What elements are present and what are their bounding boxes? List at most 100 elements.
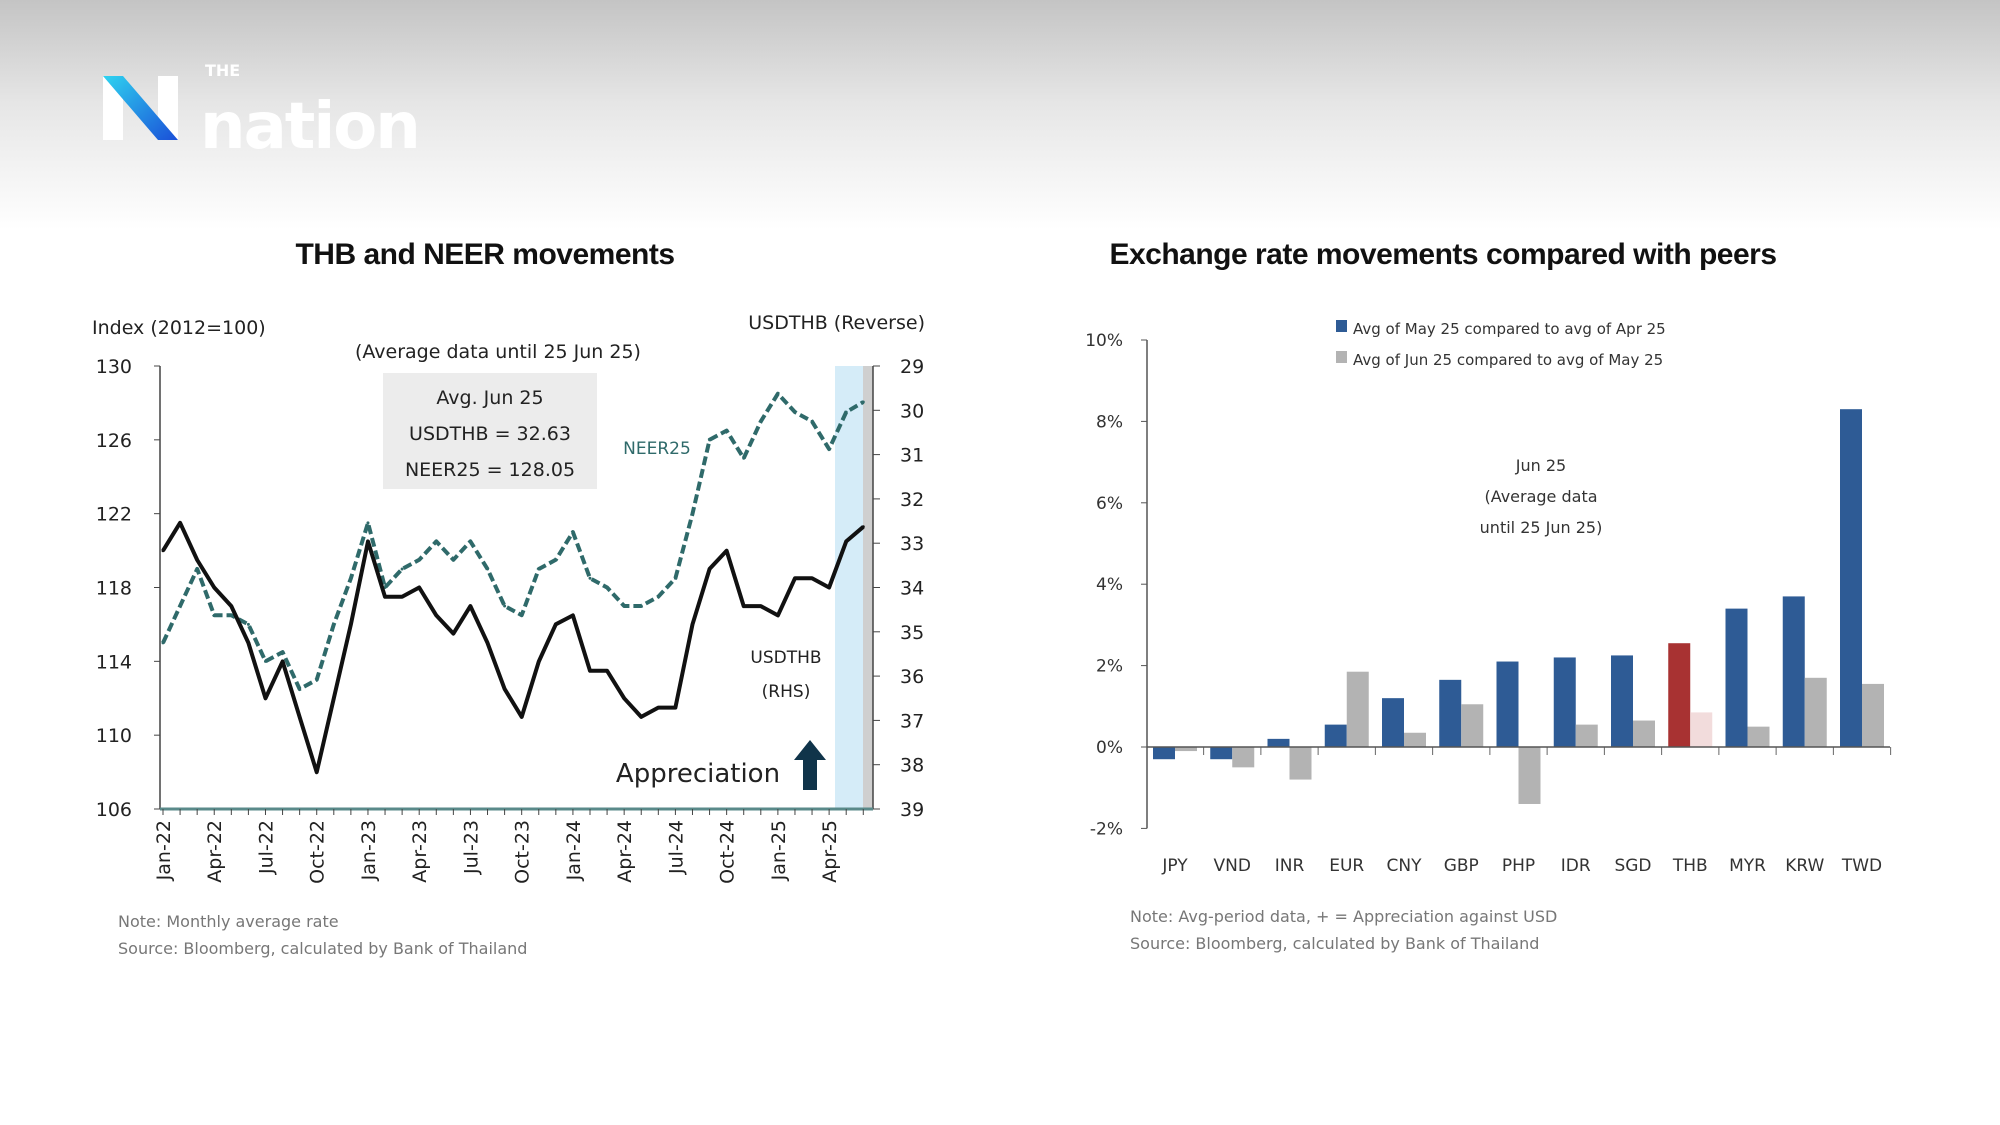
data-point-neer25: [605, 586, 609, 589]
data-point-neer25: [486, 567, 490, 571]
x-category-label: EUR: [1329, 856, 1364, 876]
data-point-usdthb: [810, 576, 814, 580]
left-axis-label: Index (2012=100): [92, 317, 266, 339]
bar-sgd-series2: [1633, 720, 1655, 747]
annotation-line1: Jun 25: [1515, 456, 1566, 475]
the-nation-logo[interactable]: THE nation: [103, 61, 421, 164]
data-point-usdthb: [298, 715, 302, 719]
data-point-neer25: [571, 530, 575, 534]
x-tick-label: Apr-22: [204, 820, 226, 883]
data-point-neer25: [708, 438, 712, 442]
right-tick-label: 35: [900, 622, 924, 644]
data-point-usdthb: [434, 613, 438, 617]
y-tick-label: 10%: [1085, 331, 1123, 351]
appreciation-arrow-icon: [794, 740, 826, 790]
data-point-usdthb: [178, 521, 182, 525]
x-tick-label: Jul-24: [665, 820, 687, 875]
data-point-usdthb: [315, 770, 319, 774]
x-category-label: THB: [1672, 856, 1708, 876]
data-point-neer25: [793, 410, 797, 414]
x-category-label: IDR: [1561, 856, 1591, 876]
chart-subtitle: (Average data until 25 Jun 25): [355, 341, 641, 363]
x-tick-label: Jan-23: [358, 820, 380, 881]
right-tick-label: 33: [900, 533, 924, 555]
neer25-series-label: NEER25: [623, 439, 691, 459]
peers-bar-chart: Exchange rate movements compared with pe…: [1085, 238, 1892, 953]
data-point-usdthb: [332, 696, 336, 700]
data-point-usdthb: [759, 604, 763, 608]
thb-neer-chart: THB and NEER movements Index (2012=100) …: [92, 238, 925, 958]
right-tick-label: 29: [900, 356, 924, 378]
data-point-neer25: [366, 521, 370, 525]
left-tick-label: 126: [96, 430, 132, 452]
bar-inr-series2: [1289, 747, 1312, 780]
bar-cny-series1: [1382, 698, 1404, 747]
right-tick-label: 39: [900, 799, 924, 821]
left-tick-label: 118: [96, 578, 132, 600]
bar-thb-series1: [1668, 643, 1691, 747]
data-point-usdthb: [588, 669, 592, 673]
bar-twd-series1: [1840, 409, 1862, 747]
data-point-neer25: [281, 650, 285, 654]
usdthb-series-label: USDTHB: [750, 648, 821, 668]
x-tick-label: Jan-22: [153, 820, 175, 881]
data-point-neer25: [588, 576, 592, 580]
bar-vnd-series1: [1210, 747, 1233, 760]
bar-inr-series1: [1267, 738, 1290, 747]
x-tick-label: Jul-22: [255, 820, 277, 875]
legend-swatch-may: [1336, 320, 1347, 332]
data-point-neer25: [844, 410, 848, 414]
data-point-neer25: [810, 419, 814, 423]
bar-eur-series1: [1324, 724, 1347, 747]
x-category-label: VND: [1214, 856, 1251, 876]
x-tick-label: Oct-23: [512, 820, 534, 884]
series-line-usdthb: [161, 520, 865, 775]
x-category-label: INR: [1275, 856, 1305, 876]
data-point-neer25: [622, 604, 626, 608]
appreciation-label: Appreciation: [616, 759, 780, 789]
data-point-neer25: [861, 400, 865, 404]
data-point-usdthb: [537, 659, 541, 663]
x-category-label: SGD: [1614, 856, 1651, 876]
data-point-usdthb: [742, 604, 746, 608]
bar-vnd-series2: [1232, 747, 1255, 768]
legend-label-may: Avg of May 25 compared to avg of Apr 25: [1353, 320, 1666, 338]
data-point-usdthb: [246, 641, 250, 645]
data-point-neer25: [434, 539, 438, 543]
data-point-neer25: [263, 659, 267, 663]
x-category-label: PHP: [1502, 856, 1535, 876]
data-point-usdthb: [690, 622, 694, 626]
y-tick-label: 0%: [1096, 738, 1123, 758]
data-point-usdthb: [673, 706, 677, 710]
data-point-usdthb: [861, 525, 865, 529]
right-tick-label: 31: [900, 445, 924, 467]
x-tick-label: Oct-22: [307, 820, 329, 884]
data-point-usdthb: [212, 586, 216, 589]
data-point-usdthb: [844, 539, 848, 543]
data-point-neer25: [178, 604, 182, 608]
data-point-usdthb: [383, 595, 387, 599]
data-point-usdthb: [827, 586, 831, 589]
chart-title: THB and NEER movements: [295, 238, 674, 271]
data-point-neer25: [195, 567, 199, 571]
right-tick-label: 36: [900, 666, 924, 688]
bar-cny-series2: [1404, 732, 1426, 747]
bar-gbp-series2: [1461, 704, 1484, 747]
chart-title: Exchange rate movements compared with pe…: [1109, 238, 1776, 271]
y-tick-label: 6%: [1096, 494, 1123, 514]
logo-the: THE: [205, 61, 240, 80]
annotation-line2: USDTHB = 32.63: [409, 423, 571, 445]
data-point-neer25: [246, 622, 250, 626]
x-category-label: KRW: [1785, 856, 1824, 876]
bar-myr-series1: [1725, 608, 1748, 747]
x-tick-label: Jan-24: [563, 820, 585, 881]
series-line-neer25: [161, 391, 865, 691]
data-point-usdthb: [366, 539, 370, 543]
legend-swatch-jun: [1336, 351, 1347, 363]
x-category-label: CNY: [1387, 856, 1423, 876]
left-tick-label: 106: [96, 799, 132, 821]
x-tick-label: Apr-24: [614, 820, 636, 883]
data-point-neer25: [759, 419, 763, 423]
right-axis-label: USDTHB (Reverse): [748, 312, 925, 334]
